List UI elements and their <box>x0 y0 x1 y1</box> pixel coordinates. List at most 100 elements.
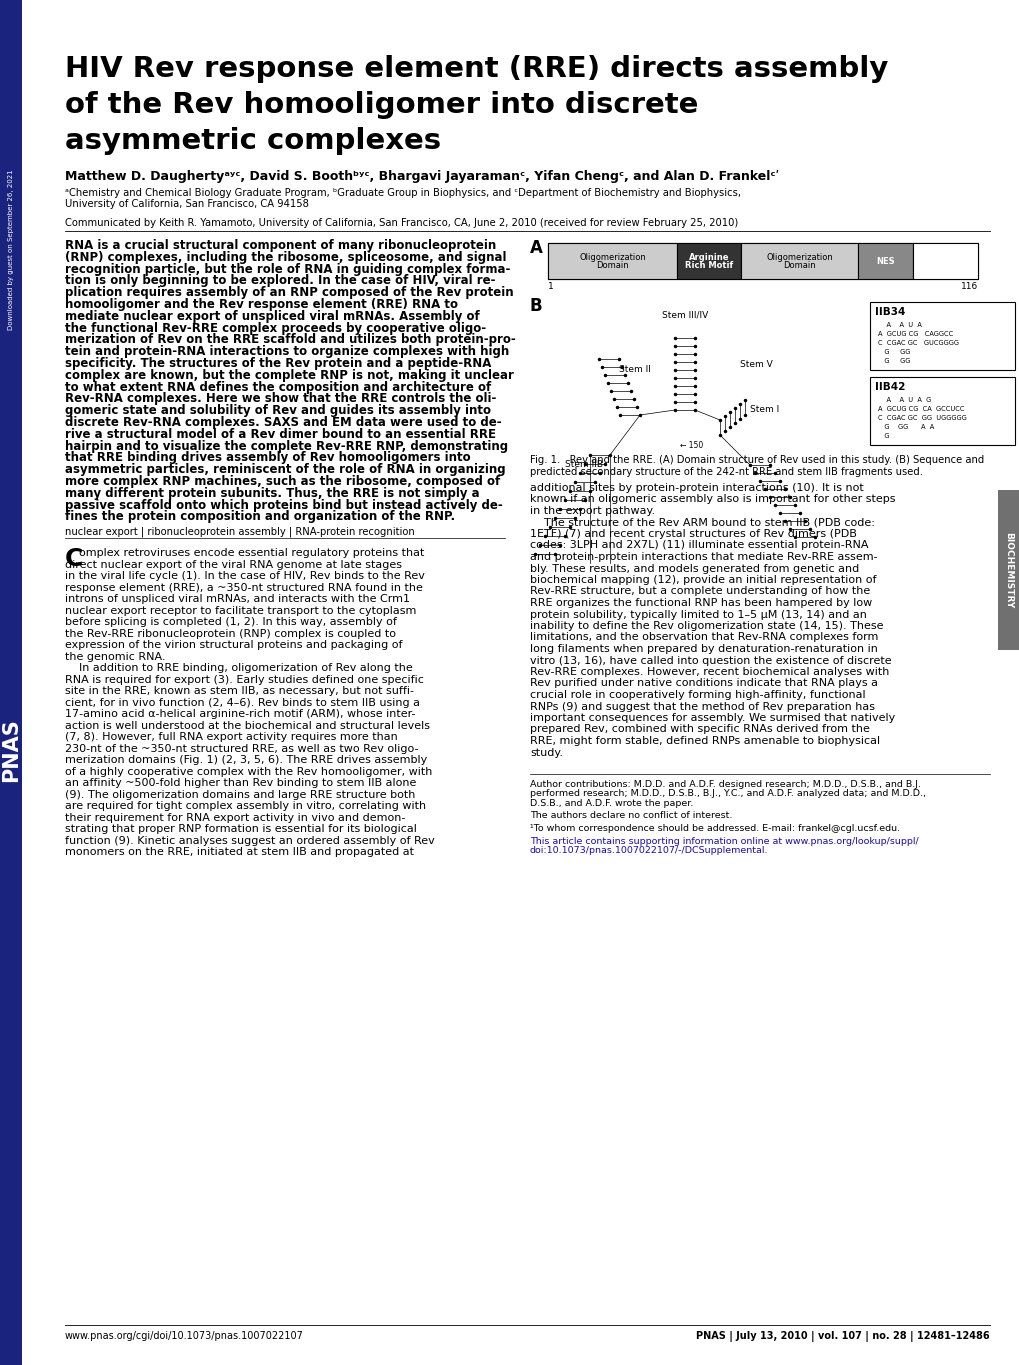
Text: Rich Motif: Rich Motif <box>685 262 733 270</box>
Text: merization of Rev on the RRE scaffold and utilizes both protein-pro-: merization of Rev on the RRE scaffold an… <box>65 333 516 347</box>
Bar <box>869 377 1014 445</box>
Text: action is well understood at the biochemical and structural levels: action is well understood at the biochem… <box>65 721 430 730</box>
Text: Rev purified under native conditions indicate that RNA plays a: Rev purified under native conditions ind… <box>530 678 877 688</box>
Text: the genomic RNA.: the genomic RNA. <box>65 651 165 662</box>
Bar <box>869 302 1014 370</box>
Text: additional sites by protein-protein interactions (10). It is not: additional sites by protein-protein inte… <box>530 483 863 493</box>
Text: BIOCHEMISTRY: BIOCHEMISTRY <box>1004 532 1013 609</box>
Text: Author contributions: M.D.D. and A.D.F. designed research; M.D.D., D.S.B., and B: Author contributions: M.D.D. and A.D.F. … <box>530 779 920 789</box>
Bar <box>547 243 677 278</box>
Text: Domain: Domain <box>595 262 628 270</box>
Text: in the export pathway.: in the export pathway. <box>530 506 654 516</box>
Text: nuclear export receptor to facilitate transport to the cytoplasm: nuclear export receptor to facilitate tr… <box>65 606 416 616</box>
Text: hairpin and to visualize the complete Rev-RRE RNP, demonstrating: hairpin and to visualize the complete Re… <box>65 440 507 453</box>
Text: fines the protein composition and organization of the RNP.: fines the protein composition and organi… <box>65 511 454 523</box>
Text: ← 150: ← 150 <box>680 441 702 449</box>
Text: and protein-protein interactions that mediate Rev-RRE assem-: and protein-protein interactions that me… <box>530 551 876 562</box>
Text: an affinity ~500-fold higher than Rev binding to stem IIB alone: an affinity ~500-fold higher than Rev bi… <box>65 778 416 788</box>
Text: The authors declare no conflict of interest.: The authors declare no conflict of inter… <box>530 812 732 820</box>
Text: omplex retroviruses encode essential regulatory proteins that: omplex retroviruses encode essential reg… <box>78 549 424 558</box>
Text: C  CGAC GC   GUCGGGG: C CGAC GC GUCGGGG <box>877 340 958 345</box>
Text: Matthew D. Daughertyᵃʸᶜ, David S. Boothᵇʸᶜ, Bhargavi Jayaramanᶜ, Yifan Chengᶜ, a: Matthew D. Daughertyᵃʸᶜ, David S. Boothᵇ… <box>65 171 779 183</box>
Text: site in the RRE, known as stem IIB, as necessary, but not suffi-: site in the RRE, known as stem IIB, as n… <box>65 687 414 696</box>
Text: expression of the virion structural proteins and packaging of: expression of the virion structural prot… <box>65 640 403 650</box>
Text: University of California, San Francisco, CA 94158: University of California, San Francisco,… <box>65 199 309 209</box>
Text: Downloaded by guest on September 26, 2021: Downloaded by guest on September 26, 202… <box>8 169 14 330</box>
Text: 1: 1 <box>547 283 553 291</box>
Text: Arginine: Arginine <box>688 253 729 262</box>
Text: long filaments when prepared by denaturation-renaturation in: long filaments when prepared by denatura… <box>530 644 877 654</box>
Text: PNAS: PNAS <box>1 718 21 782</box>
Text: www.pnas.org/cgi/doi/10.1073/pnas.1007022107: www.pnas.org/cgi/doi/10.1073/pnas.100702… <box>65 1331 304 1340</box>
Text: Stem IIB: Stem IIB <box>565 460 602 470</box>
Text: crucial role in cooperatively forming high-affinity, functional: crucial role in cooperatively forming hi… <box>530 689 865 700</box>
Text: important consequences for assembly. We surmised that natively: important consequences for assembly. We … <box>530 713 895 723</box>
Text: specificity. The structures of the Rev protein and a peptide-RNA: specificity. The structures of the Rev p… <box>65 358 491 370</box>
Text: 17-amino acid α-helical arginine-rich motif (ARM), whose inter-: 17-amino acid α-helical arginine-rich mo… <box>65 710 415 719</box>
Text: codes: 3LPH and 2X7L) (11) illuminate essential protein-RNA: codes: 3LPH and 2X7L) (11) illuminate es… <box>530 541 867 550</box>
Text: complex are known, but the complete RNP is not, making it unclear: complex are known, but the complete RNP … <box>65 369 514 382</box>
Text: their requirement for RNA export activity in vivo and demon-: their requirement for RNA export activit… <box>65 812 405 823</box>
Text: PNAS | July 13, 2010 | vol. 107 | no. 28 | 12481–12486: PNAS | July 13, 2010 | vol. 107 | no. 28… <box>696 1331 989 1342</box>
Text: G     GG: G GG <box>877 349 910 355</box>
Text: rive a structural model of a Rev dimer bound to an essential RRE: rive a structural model of a Rev dimer b… <box>65 427 495 441</box>
Bar <box>547 243 977 278</box>
Text: strating that proper RNP formation is essential for its biological: strating that proper RNP formation is es… <box>65 824 417 834</box>
Text: Fig. 1.   Rev and the RRE. (A) Domain structure of Rev used in this study. (B) S: Fig. 1. Rev and the RRE. (A) Domain stru… <box>530 455 983 476</box>
Text: before splicing is completed (1, 2). In this way, assembly of: before splicing is completed (1, 2). In … <box>65 617 396 627</box>
Text: that RRE binding drives assembly of Rev homooligomers into: that RRE binding drives assembly of Rev … <box>65 452 470 464</box>
Text: nuclear export | ribonucleoprotein assembly | RNA-protein recognition: nuclear export | ribonucleoprotein assem… <box>65 526 415 536</box>
Text: 116: 116 <box>960 283 977 291</box>
Text: Communicated by Keith R. Yamamoto, University of California, San Francisco, CA, : Communicated by Keith R. Yamamoto, Unive… <box>65 218 738 228</box>
Text: are required for tight complex assembly in vitro, correlating with: are required for tight complex assembly … <box>65 801 426 811</box>
Text: G     GG: G GG <box>877 358 910 364</box>
Text: B: B <box>530 298 542 315</box>
Text: D.S.B., and A.D.F. wrote the paper.: D.S.B., and A.D.F. wrote the paper. <box>530 799 693 808</box>
Text: C: C <box>65 547 84 571</box>
Text: known if an oligomeric assembly also is important for other steps: known if an oligomeric assembly also is … <box>530 494 895 505</box>
Text: Stem II: Stem II <box>619 364 650 374</box>
Text: ᵃChemistry and Chemical Biology Graduate Program, ᵇGraduate Group in Biophysics,: ᵃChemistry and Chemical Biology Graduate… <box>65 188 740 198</box>
Text: G: G <box>877 433 889 440</box>
Text: Domain: Domain <box>783 262 815 270</box>
Text: doi:10.1073/pnas.1007022107/-/DCSupplemental.: doi:10.1073/pnas.1007022107/-/DCSuppleme… <box>530 846 767 854</box>
Text: inability to define the Rev oligomerization state (14, 15). These: inability to define the Rev oligomerizat… <box>530 621 882 631</box>
Text: cient, for in vivo function (2, 4–6). Rev binds to stem IIB using a: cient, for in vivo function (2, 4–6). Re… <box>65 698 420 707</box>
Text: many different protein subunits. Thus, the RRE is not simply a: many different protein subunits. Thus, t… <box>65 487 479 500</box>
Text: biochemical mapping (12), provide an initial representation of: biochemical mapping (12), provide an ini… <box>530 575 875 586</box>
Text: RNPs (9) and suggest that the method of Rev preparation has: RNPs (9) and suggest that the method of … <box>530 702 874 711</box>
Bar <box>677 243 741 278</box>
Text: asymmetric complexes: asymmetric complexes <box>65 127 440 156</box>
Text: IIB42: IIB42 <box>874 382 905 392</box>
Text: monomers on the RRE, initiated at stem IIB and propagated at: monomers on the RRE, initiated at stem I… <box>65 848 414 857</box>
Text: introns of unspliced viral mRNAs, and interacts with the Crm1: introns of unspliced viral mRNAs, and in… <box>65 594 410 605</box>
Text: A  GCUG CG   CAGGCC: A GCUG CG CAGGCC <box>877 330 953 337</box>
Text: IIB34: IIB34 <box>874 307 905 317</box>
Text: This article contains supporting information online at www.pnas.org/lookup/suppl: This article contains supporting informa… <box>530 837 918 845</box>
Text: the Rev-RRE ribonucleoprotein (RNP) complex is coupled to: the Rev-RRE ribonucleoprotein (RNP) comp… <box>65 629 395 639</box>
Text: (RNP) complexes, including the ribosome, spliceosome, and signal: (RNP) complexes, including the ribosome,… <box>65 251 506 263</box>
Text: performed research; M.D.D., D.S.B., B.J., Y.C., and A.D.F. analyzed data; and M.: performed research; M.D.D., D.S.B., B.J.… <box>530 789 925 799</box>
Text: response element (RRE), a ~350-nt structured RNA found in the: response element (RRE), a ~350-nt struct… <box>65 583 423 592</box>
Text: A  GCUG CG  CA  GCCUCC: A GCUG CG CA GCCUCC <box>877 405 964 412</box>
Text: 230-nt of the ~350-nt structured RRE, as well as two Rev oligo-: 230-nt of the ~350-nt structured RRE, as… <box>65 744 418 753</box>
Text: bly. These results, and models generated from genetic and: bly. These results, and models generated… <box>530 564 858 573</box>
Text: 1ETF) (7) and recent crystal structures of Rev dimers (PDB: 1ETF) (7) and recent crystal structures … <box>530 530 856 539</box>
Text: more complex RNP machines, such as the ribosome, composed of: more complex RNP machines, such as the r… <box>65 475 499 489</box>
Text: A: A <box>530 239 542 257</box>
Text: NES: NES <box>875 257 894 266</box>
Text: gomeric state and solubility of Rev and guides its assembly into: gomeric state and solubility of Rev and … <box>65 404 490 418</box>
Text: tein and protein-RNA interactions to organize complexes with high: tein and protein-RNA interactions to org… <box>65 345 508 358</box>
Text: (9). The oligomerization domains and large RRE structure both: (9). The oligomerization domains and lar… <box>65 790 415 800</box>
Text: Stem III/IV: Stem III/IV <box>661 310 707 319</box>
Text: homooligomer and the Rev response element (RRE) RNA to: homooligomer and the Rev response elemen… <box>65 298 458 311</box>
Text: RNA is required for export (3). Early studies defined one specific: RNA is required for export (3). Early st… <box>65 674 424 685</box>
Text: plication requires assembly of an RNP composed of the Rev protein: plication requires assembly of an RNP co… <box>65 287 514 299</box>
Text: of a highly cooperative complex with the Rev homooligomer, with: of a highly cooperative complex with the… <box>65 767 432 777</box>
Text: RRE organizes the functional RNP has been hampered by low: RRE organizes the functional RNP has bee… <box>530 598 871 607</box>
Text: Oligomerization: Oligomerization <box>765 253 833 262</box>
Bar <box>913 243 977 278</box>
Text: prepared Rev, combined with specific RNAs derived from the: prepared Rev, combined with specific RNA… <box>530 725 869 734</box>
Text: The structure of the Rev ARM bound to stem IIB (PDB code:: The structure of the Rev ARM bound to st… <box>530 517 874 527</box>
Text: Stem V: Stem V <box>739 360 772 369</box>
